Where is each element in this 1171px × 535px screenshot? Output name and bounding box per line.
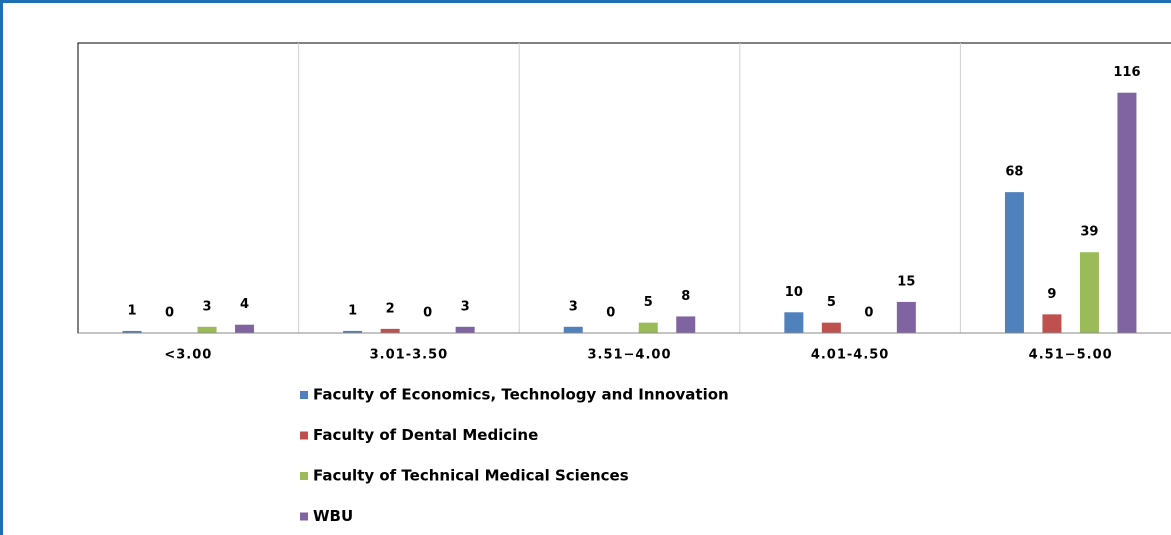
bar (896, 301, 916, 333)
bar (784, 312, 804, 333)
data-label: 2 (386, 301, 395, 316)
data-label: 5 (644, 295, 653, 310)
data-label: 0 (864, 306, 873, 321)
legend-marker (300, 391, 308, 399)
data-label: 10 (785, 285, 803, 300)
data-label: 1 (128, 303, 137, 318)
bar (638, 322, 658, 333)
bar (235, 324, 255, 333)
data-label: 39 (1080, 225, 1098, 240)
legend-marker (300, 431, 308, 440)
data-label: 0 (423, 306, 432, 321)
bar (1079, 252, 1099, 333)
legend-marker (300, 512, 308, 521)
data-label: 1 (348, 303, 357, 318)
x-tick-label: <3.00 (164, 348, 212, 363)
legend-label: Faculty of Economics, Technology and Inn… (313, 386, 729, 404)
bar (455, 326, 475, 333)
data-label: 15 (897, 274, 915, 289)
data-label: 8 (681, 289, 690, 304)
legend-label: WBU (313, 507, 353, 525)
bar (1117, 92, 1137, 333)
x-tick-label: 3.01-3.50 (370, 348, 449, 363)
data-label: 0 (165, 306, 174, 321)
bar (380, 328, 400, 333)
data-label: 0 (606, 306, 615, 321)
bar (821, 322, 841, 333)
data-label: 9 (1047, 287, 1056, 302)
legend-label: Faculty of Dental Medicine (313, 426, 538, 444)
legend-label: Faculty of Technical Medical Sciences (313, 467, 629, 485)
data-label: 68 (1005, 165, 1023, 180)
bar (563, 326, 583, 333)
x-tick-label: 3.51−4.00 (587, 348, 671, 363)
bar (343, 330, 363, 333)
data-label: 4 (240, 297, 249, 312)
data-label: 116 (1113, 65, 1140, 80)
x-tick-label: 4.01-4.50 (811, 348, 890, 363)
x-tick-label: 4.51−5.00 (1029, 348, 1113, 363)
data-label: 3 (203, 299, 212, 314)
legend-marker (300, 472, 308, 480)
data-label: 3 (461, 299, 470, 314)
data-label: 3 (569, 299, 578, 314)
bar (676, 316, 696, 333)
bar (1004, 192, 1024, 333)
bar (122, 330, 142, 333)
data-label: 5 (827, 295, 836, 310)
bar (1042, 314, 1062, 333)
bar (197, 326, 217, 333)
